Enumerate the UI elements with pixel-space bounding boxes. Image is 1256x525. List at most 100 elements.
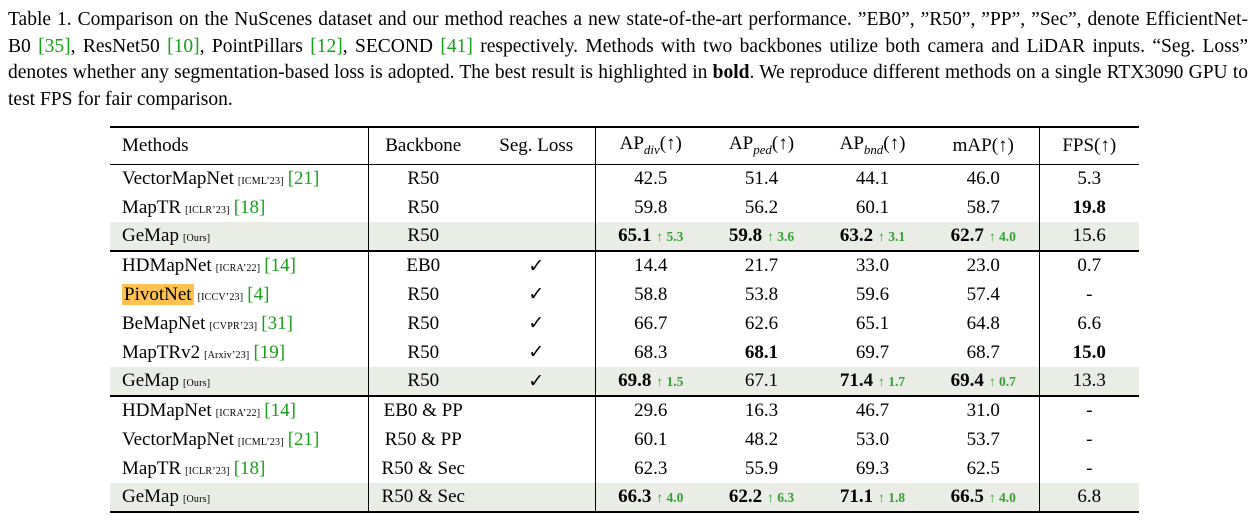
backbone-cell: R50 & PP <box>384 428 462 450</box>
citation-link[interactable]: [19] <box>253 341 286 363</box>
table-head: Methods Backbone Seg. Loss APdiv(↑) APped(↑)… <box>110 127 1139 165</box>
header-label: Methods <box>122 134 189 156</box>
fps-cell: 6.8 <box>1039 483 1139 513</box>
citation-link[interactable]: [18] <box>233 196 266 218</box>
method-name: VectorMapNet <box>122 428 234 450</box>
caption-text: , ResNet50 <box>70 35 168 57</box>
metric-value: 60.1 <box>634 428 668 450</box>
seg-loss-cell: ✓ <box>478 280 596 310</box>
metric-value: 33.0 <box>855 255 890 277</box>
metric-cell: 64.8 <box>928 309 1040 339</box>
backbone-cell: R50 <box>368 367 478 397</box>
metric-cell: 59.6 <box>817 280 928 309</box>
metric-value: 64.8 <box>966 312 1000 334</box>
metric-cell: 23.0 <box>928 251 1040 281</box>
method-name: MapTRv2 <box>122 341 201 363</box>
citation-link[interactable]: [21] <box>287 428 320 450</box>
metric-value: 21.7 <box>744 255 779 277</box>
metric-cell: 48.2 <box>706 425 817 454</box>
table-caption: Table 1. Comparison on the NuScenes data… <box>0 0 1256 113</box>
metric-value: 68.7 <box>966 341 1000 363</box>
metric-cell: 71.4 ↑ 1.7 <box>817 367 928 397</box>
header-arrow: (↑) <box>883 133 906 155</box>
improvement-delta: ↑ 1.7 <box>878 374 906 390</box>
method-cell: MapTR [ICLR’23] [18] <box>110 193 369 223</box>
metric-cell: 46.7 <box>817 396 928 425</box>
backbone-cell: R50 <box>407 283 440 305</box>
metric-cell: 65.1 <box>817 309 928 338</box>
table-row: VectorMapNet [ICML’23] [21] R50 42.5 51.4 44.1… <box>110 164 1139 194</box>
metric-cell: 58.7 <box>928 193 1040 223</box>
improvement-delta: ↑ 0.7 <box>988 374 1016 390</box>
citation-link[interactable]: [4] <box>247 283 270 305</box>
header-arrow: (↑) <box>1094 134 1117 156</box>
fps-cell: - <box>1039 425 1139 454</box>
metric-value: 68.1 <box>744 341 779 363</box>
improvement-delta: ↑ 6.3 <box>767 490 795 506</box>
citation-link[interactable]: [10] <box>167 35 200 57</box>
seg-loss-cell <box>478 425 596 455</box>
improvement-delta: ↑ 4.0 <box>988 490 1016 506</box>
venue-tag: [ICRA’22] <box>215 263 261 275</box>
venue-tag: [Ours] <box>182 378 211 390</box>
method-name: GeMap <box>122 370 179 392</box>
metric-value: 60.1 <box>855 196 890 218</box>
metric-value: 31.0 <box>966 400 1000 422</box>
metric-value: - <box>1086 283 1093 305</box>
metric-value: 65.1 <box>618 225 652 247</box>
method-cell: GeMap [Ours] <box>110 222 369 252</box>
checkmark-icon: ✓ <box>528 255 545 277</box>
improvement-delta: ↑ 3.6 <box>767 229 795 245</box>
metric-cell: 71.1 ↑ 1.8 <box>817 483 928 513</box>
metric-value: 16.3 <box>744 400 779 422</box>
table-row: MapTR [ICLR’23] [18] R50 & Sec 62.3 55.9 69.3 6… <box>110 454 1139 484</box>
metric-value: 51.4 <box>744 167 779 189</box>
citation-link[interactable]: [18] <box>233 457 266 479</box>
metric-cell: 21.7 <box>706 251 817 280</box>
header-subscript: ped <box>753 142 772 158</box>
citation-link[interactable]: [14] <box>264 400 296 422</box>
method-cell: VectorMapNet [ICML’23] [21] <box>110 164 369 194</box>
metric-value: 69.7 <box>855 341 890 363</box>
citation-link[interactable]: [31] <box>261 312 293 334</box>
method-name: BeMapNet <box>122 312 206 334</box>
metric-value: 6.8 <box>1077 486 1102 508</box>
header-arrow: (↑) <box>659 133 682 155</box>
metric-value: 62.2 <box>728 486 763 508</box>
backbone-cell: R50 <box>407 196 440 218</box>
column-header-ap-ped: APped(↑) <box>706 127 817 164</box>
metric-cell: 62.5 <box>928 454 1040 484</box>
improvement-delta: ↑ 5.3 <box>656 229 684 245</box>
metric-cell: 59.8 ↑ 3.6 <box>706 222 817 252</box>
citation-link[interactable]: [12] <box>310 35 343 57</box>
header-label: Seg. Loss <box>499 134 574 156</box>
metric-value: 53.8 <box>744 283 779 305</box>
citation-link[interactable]: [21] <box>287 167 320 189</box>
metric-value: 62.6 <box>744 312 779 334</box>
metric-cell: 55.9 <box>706 454 817 483</box>
caption-text: bold <box>712 62 750 84</box>
method-name: VectorMapNet <box>122 167 234 189</box>
metric-value: 58.8 <box>634 283 668 305</box>
citation-link[interactable]: [14] <box>264 255 296 277</box>
metric-cell: 42.5 <box>595 164 706 193</box>
metric-cell: 58.8 <box>595 280 706 309</box>
table-row: BeMapNet [CVPR’23] [31] R50 ✓ 66.7 62.6 65.1 64.… <box>110 309 1139 339</box>
backbone-cell: EB0 & PP <box>383 400 463 422</box>
header-label: Backbone <box>385 134 462 156</box>
metric-cell: 29.6 <box>595 396 706 425</box>
metric-cell: 31.0 <box>928 396 1040 426</box>
citation-link[interactable]: [41] <box>440 35 473 57</box>
method-name: GeMap <box>122 486 179 508</box>
fps-cell: 5.3 <box>1039 164 1139 193</box>
metric-cell: 33.0 <box>817 251 928 280</box>
metric-cell: 14.4 <box>595 251 706 280</box>
metric-value: 58.7 <box>966 196 1000 218</box>
table-group-2: HDMapNet [ICRA’22] [14] EB0 ✓ 14.4 21.7 33.0 23.… <box>110 251 1139 397</box>
method-name: GeMap <box>122 225 179 247</box>
citation-link[interactable]: [35] <box>38 35 71 57</box>
metric-cell: 16.3 <box>706 396 817 425</box>
metric-value: 15.6 <box>1072 225 1106 247</box>
venue-tag: [ICRA’22] <box>215 408 261 420</box>
metric-value: 53.0 <box>855 428 890 450</box>
